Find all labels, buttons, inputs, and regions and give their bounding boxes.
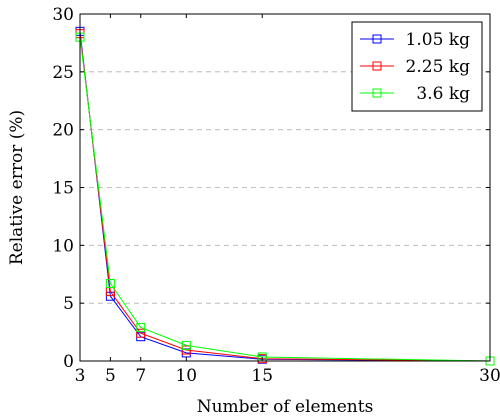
data-point-marker <box>136 328 146 338</box>
y-tick-label: 20 <box>52 121 74 141</box>
x-tick-label: 5 <box>105 366 116 386</box>
data-point-marker <box>181 340 191 350</box>
y-axis-title: Relative error (%) <box>7 110 27 265</box>
y-tick-label: 30 <box>52 5 74 25</box>
legend-marker <box>372 88 382 98</box>
x-tick-label: 3 <box>75 366 86 386</box>
legend: 1.05 kg 2.25 kg 3.6 kg <box>351 21 483 112</box>
y-tick-label: 5 <box>63 294 74 314</box>
y-tick-label: 10 <box>52 236 74 256</box>
x-tick-label: 30 <box>479 366 500 386</box>
legend-label: 3.6 kg <box>416 84 470 104</box>
y-tick-label: 15 <box>52 179 74 199</box>
data-point-marker <box>181 345 191 355</box>
y-tick-label: 25 <box>52 63 74 83</box>
legend-label: 2.25 kg <box>406 57 471 77</box>
x-axis-title: Number of elements <box>197 397 374 417</box>
data-point-marker <box>105 279 115 289</box>
series-line <box>79 33 491 362</box>
x-tick-label: 15 <box>251 366 273 386</box>
data-point-marker <box>136 322 146 332</box>
y-tick-label: 0 <box>63 352 74 372</box>
x-tick-label: 7 <box>135 366 146 386</box>
legend-label: 1.05 kg <box>406 30 471 50</box>
series-line <box>79 37 491 362</box>
x-tick-label: 10 <box>175 366 197 386</box>
legend-marker <box>372 34 382 44</box>
legend-marker <box>372 61 382 71</box>
